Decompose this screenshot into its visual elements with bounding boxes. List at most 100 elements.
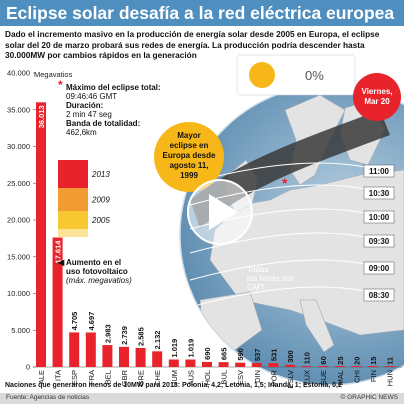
time-labels: 11:00 10:30 10:00 09:30 09:00 08:30 <box>363 164 395 302</box>
info-band-label: Banda de totalidad: <box>66 119 140 128</box>
info-max-label: Máximo del eclipse total: <box>66 83 161 92</box>
value-label: 110 <box>303 352 312 364</box>
times-note-line2: las horas son <box>247 274 295 283</box>
y-axis-title: Megavatios <box>34 70 73 79</box>
category-label: CHI <box>352 370 361 383</box>
value-label: 1.019 <box>170 339 179 358</box>
bar-ita <box>52 237 63 367</box>
play-button[interactable] <box>187 179 253 245</box>
date-badge-line2: Mar 20 <box>364 97 390 106</box>
info-star: * <box>58 78 63 92</box>
value-label: 2.739 <box>120 326 129 345</box>
play-icon <box>209 194 238 230</box>
info-max-value: 09:46:46 GMT <box>66 92 117 101</box>
y-tick-label: 30.000 <box>7 142 30 151</box>
callout-line4: agosto 11, <box>169 161 208 170</box>
legend-swatch-2013 <box>58 160 88 188</box>
category-label: ESV <box>236 370 245 385</box>
eclipse-max-marker: * <box>282 175 288 191</box>
sun-indicator: 0% <box>236 54 356 96</box>
y-tick-label: 20.000 <box>7 216 30 225</box>
value-labels: 36.013 17.614 4.705 4.697 2.983 2.739 2.585 2.1… <box>37 105 395 365</box>
footer-note: Naciones que generaron menos de 10MW par… <box>5 382 342 389</box>
legend-swatch-2005 <box>58 211 88 229</box>
bar-por <box>268 363 279 367</box>
legend-swatch-2009 <box>58 188 88 211</box>
bar-hol <box>202 361 212 367</box>
value-label: 665 <box>220 348 229 361</box>
category-label: BEL <box>103 370 112 384</box>
chart-subtitle: Dado el incremento masivo en la producci… <box>5 29 380 61</box>
category-label: HUN <box>386 370 395 386</box>
date-badge: Viernes, Mar 20 <box>353 73 401 121</box>
bar-eslv <box>285 364 295 367</box>
land-greenland <box>180 85 235 107</box>
value-label: 25 <box>336 356 345 364</box>
value-label: 1.019 <box>186 339 195 358</box>
bar-bul <box>218 362 229 367</box>
category-label: ESLV <box>286 370 295 389</box>
time-label: 11:00 <box>363 164 395 178</box>
category-label: MAL <box>336 370 345 385</box>
category-label: SUE <box>319 370 328 385</box>
callout-line1: Mayor <box>177 131 201 140</box>
value-label: 2.585 <box>137 327 146 346</box>
times-note: Todas las horas son GMT <box>247 265 295 292</box>
legend-note-line2: uso fotovoltaico <box>66 267 128 276</box>
bar-hun <box>384 366 395 367</box>
bar-gbr <box>119 346 129 367</box>
value-label: 4.705 <box>70 312 79 331</box>
date-badge-line1: Viernes, <box>362 87 393 96</box>
bar-chi <box>351 366 362 367</box>
contour-09:00 <box>189 259 371 281</box>
info-band-value: 462,6km <box>66 128 97 137</box>
category-label: AUS <box>186 370 195 385</box>
bar-ale <box>36 102 46 368</box>
value-label: 690 <box>203 347 212 360</box>
times-note-line3: GMT <box>247 283 265 292</box>
category-label: ITA <box>54 370 63 381</box>
bar-sue <box>318 366 329 367</box>
category-label: FIN <box>369 370 378 382</box>
category-labels: ALE ITA ESP FRA BEL GBR GRE CHE RUM AUS HOL BUL ESV D… <box>37 369 395 388</box>
bar-din <box>251 363 262 367</box>
category-label: BUL <box>220 370 229 385</box>
legend-note-line1: Aumento en el <box>66 258 121 267</box>
value-label: 590 <box>236 348 245 361</box>
bar-fra <box>85 332 96 367</box>
time-label: 09:00 <box>363 261 395 275</box>
legend-note: ◀ Aumento en el uso fotovoltaico (máx. m… <box>57 258 132 285</box>
legend-swatch-base <box>58 229 88 237</box>
svg-text:11:00: 11:00 <box>369 167 390 176</box>
bar-gre <box>135 348 146 367</box>
svg-text:10:30: 10:30 <box>369 189 390 198</box>
bar-esv <box>235 362 246 367</box>
source-text: Fuente: Agencias de noticias <box>6 394 90 401</box>
value-label: 60 <box>319 356 328 364</box>
time-label: 09:30 <box>363 234 395 248</box>
bar-esp <box>69 332 80 367</box>
bar-che <box>152 351 163 367</box>
legend-label-2009: 2009 <box>91 196 110 205</box>
category-label: RUM <box>170 370 179 387</box>
value-label: 2.983 <box>103 324 112 343</box>
time-label: 08:30 <box>363 288 395 302</box>
callout-line2: eclipse en <box>170 141 209 150</box>
category-label: GRE <box>137 370 146 386</box>
value-label: 531 <box>269 349 278 362</box>
time-label: 10:30 <box>363 186 395 200</box>
bar-rum <box>168 359 179 367</box>
svg-text:10:00: 10:00 <box>369 213 390 222</box>
svg-text:08:30: 08:30 <box>369 291 390 300</box>
y-tick-label: 25.000 <box>7 179 30 188</box>
category-label: LUX <box>303 370 312 385</box>
eclipse-callout: Mayor eclipse en Europa desde agosto 11,… <box>154 122 224 192</box>
value-label: 36.013 <box>37 105 46 128</box>
category-label: DIN <box>253 370 262 383</box>
legend-label-2013: 2013 <box>91 170 110 179</box>
chart-title: Eclipse solar desafía a la red eléctrica… <box>0 0 404 26</box>
value-label: 11 <box>386 357 395 365</box>
bar-aus <box>185 359 196 367</box>
bars <box>36 102 395 368</box>
